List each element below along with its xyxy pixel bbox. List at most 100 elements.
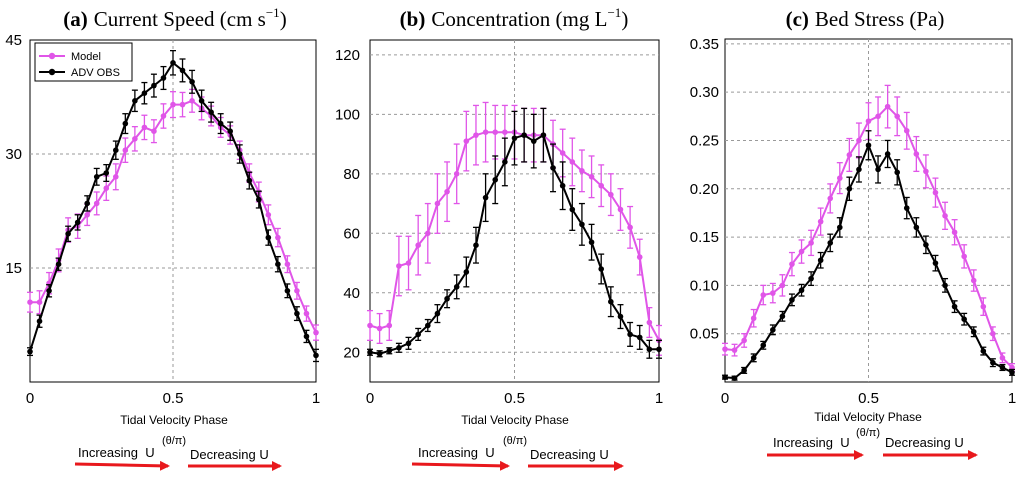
panel-a-data-point bbox=[141, 90, 148, 96]
panel-a-data-point bbox=[27, 299, 33, 306]
panel-b-data-point bbox=[579, 168, 585, 174]
panel-c-data-point bbox=[865, 142, 872, 149]
panel-c-data-point bbox=[970, 328, 977, 335]
panel-a-series-obs bbox=[27, 49, 319, 363]
panel-c-data-point bbox=[903, 127, 910, 134]
panel-c-data-point bbox=[894, 113, 900, 120]
panel-b-data-point bbox=[579, 221, 585, 228]
panel-b-data-point bbox=[502, 129, 508, 135]
panel-b-data-point bbox=[453, 284, 460, 290]
panel-c-data-point bbox=[731, 375, 738, 381]
panel-c-data-point bbox=[980, 348, 987, 354]
panel-c-data-point bbox=[760, 292, 767, 298]
panel-c-data-point bbox=[722, 374, 728, 380]
panel-c-data-point bbox=[923, 168, 929, 175]
panel-a-data-point bbox=[151, 82, 157, 89]
panel-c-data-point bbox=[942, 213, 948, 219]
panel-a-data-point bbox=[74, 219, 81, 226]
panel-b-data-point bbox=[588, 239, 595, 246]
panel-c-ytick-label: 0.25 bbox=[690, 132, 719, 149]
panel-a-series bbox=[27, 49, 319, 363]
panel-c-data-point bbox=[884, 151, 891, 157]
panel-c-data-point bbox=[770, 290, 776, 296]
panel-c-ytick-label: 0.05 bbox=[690, 326, 719, 343]
panel-c-data-point bbox=[770, 327, 776, 333]
panel-b-increasing-arrow bbox=[411, 460, 510, 471]
panel-c-data-point bbox=[951, 229, 958, 236]
panel-c-title-text: Bed Stress (Pa) bbox=[815, 7, 945, 31]
panel-c-increasing-label: Increasing U bbox=[773, 435, 850, 450]
panel-a-data-point bbox=[208, 109, 214, 115]
panel-c-data-point bbox=[750, 355, 757, 361]
panel-c-data-point bbox=[961, 316, 967, 322]
panel-c-data-point bbox=[999, 364, 1006, 371]
panel-a-data-point bbox=[294, 288, 300, 294]
panel-c-data-point bbox=[923, 242, 929, 248]
panel-c: (c) Bed Stress (Pa) 0.050.100.150.200.250… bbox=[690, 7, 1016, 460]
panel-a-increasing-arrow bbox=[74, 460, 170, 471]
panel-c-xtick-label: 0.5 bbox=[858, 390, 879, 407]
panel-a-xtick-label: 1 bbox=[312, 390, 320, 407]
panel-b-data-point bbox=[521, 132, 527, 138]
panel-c-xlabel-sub: (θ/π) bbox=[856, 427, 880, 439]
panel-a-data-point bbox=[65, 231, 71, 237]
panel-c-data-point bbox=[970, 277, 977, 284]
panel-a-data-point bbox=[170, 101, 176, 108]
panel-c-data-point bbox=[951, 303, 958, 310]
panel-c-grid bbox=[725, 39, 1012, 382]
panel-b-data-point bbox=[617, 313, 624, 320]
panel-b-data-point bbox=[627, 331, 633, 338]
panel-a-data-point bbox=[227, 128, 233, 134]
panel-c-data-point bbox=[817, 218, 824, 225]
panel-b-data-point bbox=[367, 322, 373, 329]
panel-b-title-close: ) bbox=[621, 7, 628, 31]
panel-a-data-point bbox=[236, 151, 243, 157]
panel-c-data-point bbox=[894, 169, 900, 176]
panel-b-data-point bbox=[646, 346, 653, 353]
panel-a-data-point bbox=[55, 261, 62, 268]
panel-b-data-point bbox=[405, 260, 412, 266]
legend-model-swatch-marker bbox=[48, 52, 56, 60]
panel-a-data-point bbox=[122, 147, 129, 153]
panel-a-data-point bbox=[122, 120, 129, 127]
panel-b-xlabel-sub: (θ/π) bbox=[503, 435, 527, 447]
panel-b-data-point bbox=[569, 206, 576, 213]
panel-a-data-point bbox=[265, 212, 272, 218]
panel-c-xlabel: Tidal Velocity Phase bbox=[814, 410, 922, 424]
panel-c-data-point bbox=[779, 313, 786, 320]
panel-a-data-point bbox=[141, 124, 148, 131]
panel-b-data-point bbox=[386, 347, 393, 354]
panel-a-data-point bbox=[265, 234, 272, 241]
panel-b-data-point bbox=[463, 138, 470, 144]
panel-b-data-point bbox=[617, 206, 624, 213]
panel-b-increasing-label: Increasing U bbox=[418, 445, 495, 460]
panel-b-y-axis: 20 40 60 80 100 120 bbox=[335, 47, 360, 361]
panel-c-data-point bbox=[913, 224, 920, 231]
panel-b-title-sup: −1 bbox=[607, 5, 621, 20]
panel-c-plot-frame bbox=[724, 38, 1013, 383]
panel-c-title-letter: (c) bbox=[786, 7, 809, 31]
panel-a-decreasing-label: Decreasing U bbox=[190, 447, 269, 462]
panel-b-data-point bbox=[434, 310, 441, 317]
panel-b-ytick-label: 60 bbox=[343, 225, 360, 242]
panel-b-xtick-label: 0.5 bbox=[504, 390, 525, 407]
panel-c-data-point bbox=[827, 195, 834, 202]
panel-b-ytick-label: 20 bbox=[343, 344, 360, 361]
panel-c-data-point bbox=[846, 152, 853, 158]
panel-c-data-point bbox=[990, 330, 996, 337]
panel-c-xtick-label: 0 bbox=[721, 390, 729, 407]
panel-c-data-point bbox=[875, 113, 881, 120]
panel-b-data-point bbox=[598, 182, 604, 189]
panel-c-data-point bbox=[990, 359, 996, 366]
panel-b-data-point bbox=[444, 295, 450, 302]
panel-c-ytick-label: 0.30 bbox=[690, 84, 719, 101]
panel-b-data-point bbox=[569, 159, 576, 165]
panel-b-ytick-label: 40 bbox=[343, 285, 360, 302]
panel-c-y-axis: 0.05 0.10 0.15 0.20 0.25 0.30 0.35 bbox=[690, 36, 719, 343]
panel-b-data-point bbox=[636, 254, 643, 260]
panel-c-data-point bbox=[789, 297, 795, 303]
panel-b-data-point bbox=[386, 322, 393, 329]
panel-c-ytick-label: 0.35 bbox=[690, 36, 719, 53]
panel-a-data-point bbox=[284, 261, 291, 268]
panel-c-data-point bbox=[750, 315, 757, 322]
